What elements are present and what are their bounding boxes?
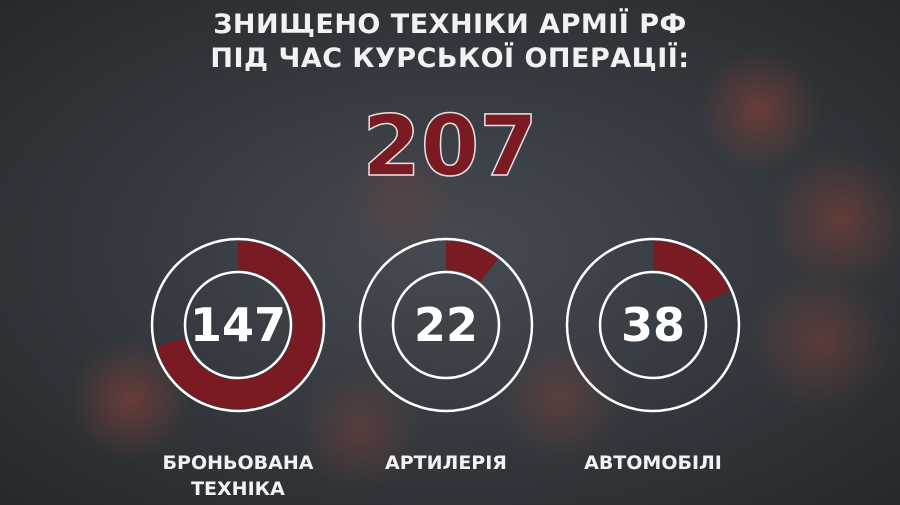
donut-outer-ring [565, 237, 741, 413]
donut-value-label: 38 [621, 298, 685, 352]
donut-inner-ring [391, 270, 501, 380]
donut-outer-ring [150, 237, 326, 413]
donut-arc-1 [445, 241, 499, 283]
headline-line-2: ПІД ЧАС КУРСЬКОЇ ОПЕРАЦІЇ: [210, 43, 690, 74]
headline-line-1: ЗНИЩЕНО ТЕХНІКИ АРМІЇ РФ [213, 9, 687, 40]
label-line: АВТОМОБІЛІ [584, 452, 722, 474]
label-armored: БРОНЬОВАНА ТЕХНІКА [128, 450, 348, 502]
label-artillery: АРТИЛЕРІЯ [336, 450, 556, 476]
donut-outer-ring [358, 237, 534, 413]
label-vehicles: АВТОМОБІЛІ [543, 450, 763, 476]
label-line: БРОНЬОВАНА [162, 452, 314, 474]
label-line: ТЕХНІКА [191, 478, 285, 500]
donut-value-label: 22 [414, 298, 478, 352]
total-count: 207 [362, 96, 539, 196]
donut-arc-2 [652, 241, 730, 304]
donut-inner-ring [598, 270, 708, 380]
headline: ЗНИЩЕНО ТЕХНІКИ АРМІЇ РФ ПІД ЧАС КУРСЬКО… [0, 8, 900, 76]
donut-value-label: 147 [190, 298, 286, 352]
donut-arc-0 [156, 241, 322, 409]
donut-inner-ring [183, 270, 293, 380]
label-line: АРТИЛЕРІЯ [385, 452, 507, 474]
